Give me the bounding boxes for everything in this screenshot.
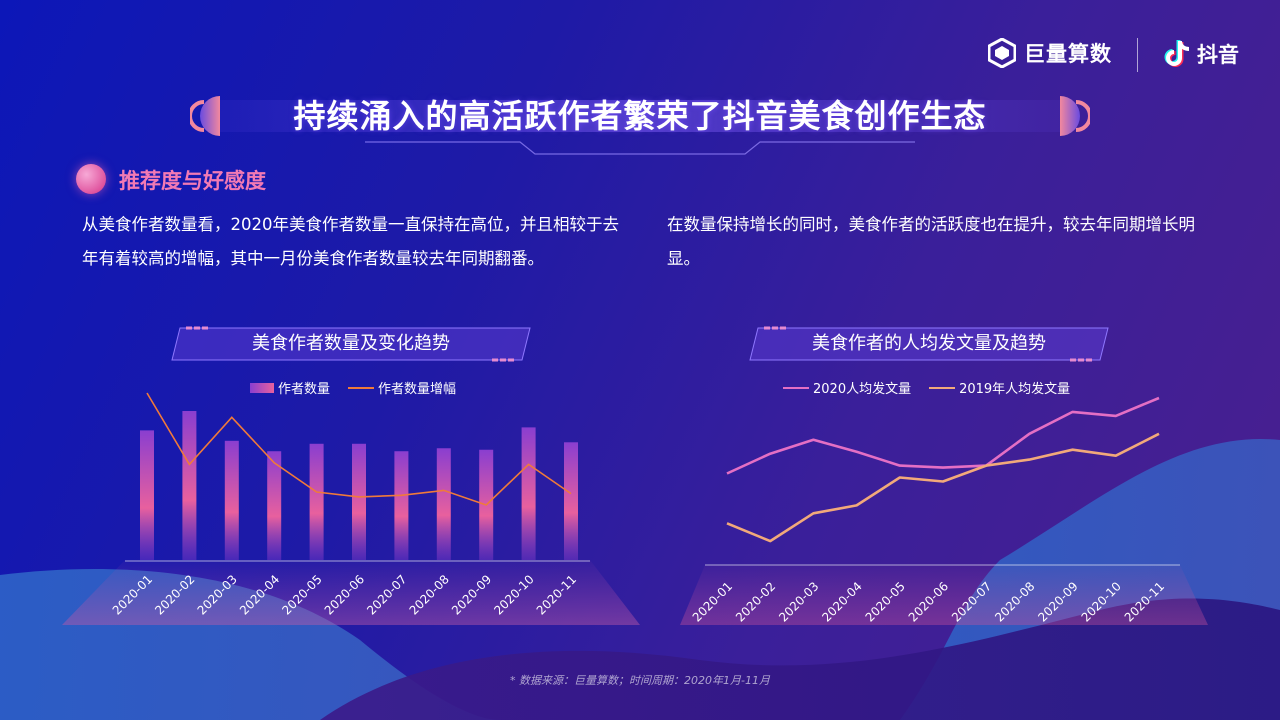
chart-title-banner-right: 美食作者的人均发文量及趋势 <box>748 326 1110 362</box>
wave-bottom-purple <box>320 598 1280 720</box>
x-tick-right-2020-10: 2020-10 <box>1079 579 1124 624</box>
x-tick-left-2020-11: 2020-11 <box>534 572 579 617</box>
banner-frame-right <box>749 326 1109 362</box>
legend-label-2020: 2020人均发文量 <box>813 382 912 397</box>
legend-item-growth: 作者数量增幅 <box>348 378 456 397</box>
x-tick-left-2020-09: 2020-09 <box>449 572 494 617</box>
x-tick-right-2020-09: 2020-09 <box>1035 579 1080 624</box>
page-title: 持续涌入的高活跃作者繁荣了抖音美食创作生态 <box>293 97 987 135</box>
douyin-note-icon <box>1164 40 1190 67</box>
legend-right: 2020人均发文量 2019年人均发文量 <box>783 378 1088 397</box>
x-tick-left-2020-04: 2020-04 <box>237 572 282 617</box>
x-tick-left-2020-05: 2020-05 <box>279 572 324 617</box>
footnote-source: * 数据来源：巨量算数；时间周期：2020年1月-11月 <box>510 674 770 687</box>
title-banner: 持续涌入的高活跃作者繁荣了抖音美食创作生态 <box>190 92 1090 164</box>
bar-2020-03 <box>224 440 239 560</box>
legend-item-2019: 2019年人均发文量 <box>929 378 1070 397</box>
bar-2020-06 <box>352 443 366 560</box>
paragraph-left: 从美食作者数量看，2020年美食作者数量一直保持在高位，并且相较于去年有着较高的… <box>82 215 619 268</box>
banner-frame-left <box>171 326 531 362</box>
section-heading: 推荐度与好感度 <box>119 169 266 193</box>
brand-logo-juliang: 巨量算数 <box>988 38 1112 68</box>
x-tick-right-2020-07: 2020-07 <box>949 579 994 624</box>
x-tick-right-2020-02: 2020-02 <box>733 579 778 624</box>
paragraph-right: 在数量保持增长的同时，美食作者的活跃度也在提升，较去年同期增长明显。 <box>667 215 1195 268</box>
legend-label-growth: 作者数量增幅 <box>378 382 457 397</box>
bar-2020-08 <box>436 448 451 560</box>
legend-label-bar: 作者数量 <box>278 382 331 397</box>
x-tick-left-2020-08: 2020-08 <box>407 572 452 617</box>
chart-title-right: 美食作者的人均发文量及趋势 <box>812 333 1046 354</box>
title-decoration <box>190 96 1090 155</box>
x-tick-right-2020-05: 2020-05 <box>863 579 908 624</box>
growth-line <box>146 392 572 506</box>
x-tick-left-2020-10: 2020-10 <box>491 572 536 617</box>
brand-logo-douyin: 抖音 <box>1163 38 1239 70</box>
brand-divider <box>1137 38 1138 72</box>
x-tick-right-2020-08: 2020-08 <box>992 579 1037 624</box>
bar-2020-01 <box>140 430 154 560</box>
x-tick-right-2020-04: 2020-04 <box>819 579 864 624</box>
legend-item-2020: 2020人均发文量 <box>783 378 911 397</box>
chart-title-left: 美食作者数量及变化趋势 <box>252 333 450 354</box>
x-tick-left-2020-07: 2020-07 <box>364 572 409 617</box>
x-tick-right-2020-06: 2020-06 <box>906 579 951 624</box>
legend-label-2019: 2019年人均发文量 <box>959 382 1071 397</box>
x-tick-left-2020-03: 2020-03 <box>195 572 240 617</box>
legend-swatch-bar <box>250 382 274 393</box>
legend-swatch-2019 <box>929 386 956 389</box>
legend-left: 作者数量 作者数量增幅 <box>250 378 474 397</box>
x-tick-left-2020-01: 2020-01 <box>110 572 155 617</box>
legend-swatch-growth <box>348 386 375 389</box>
x-tick-right-2020-01: 2020-01 <box>690 579 735 624</box>
bar-2020-07 <box>394 451 409 560</box>
legend-swatch-2020 <box>783 386 809 389</box>
x-tick-left-2020-02: 2020-02 <box>152 572 197 617</box>
bar-2020-05 <box>309 443 324 560</box>
x-tick-right-2020-03: 2020-03 <box>776 579 821 624</box>
brand-name-douyin: 抖音 <box>1197 43 1239 67</box>
bar-chart-authors: 2020-012020-022020-032020-042020-052020-… <box>110 392 590 618</box>
bar-2020-02 <box>182 411 197 560</box>
bar-2020-04 <box>267 451 282 560</box>
bar-2020-11 <box>564 442 578 560</box>
section-bullet-icon <box>76 164 106 194</box>
bar-2020-10 <box>521 427 536 560</box>
series-line-0 <box>726 396 1160 475</box>
x-tick-left-2020-06: 2020-06 <box>322 572 367 617</box>
series-line-1 <box>726 432 1160 543</box>
x-tick-right-2020-11: 2020-11 <box>1122 579 1167 624</box>
chart-floor-right <box>680 565 1208 625</box>
brand-name-juliang: 巨量算数 <box>1024 42 1112 66</box>
chart-floor-left <box>62 560 640 625</box>
legend-item-bar: 作者数量 <box>250 378 330 397</box>
line-chart-posts: 2020-012020-022020-032020-042020-052020-… <box>690 396 1180 625</box>
hexagon-logo-icon <box>988 38 1016 68</box>
chart-title-banner-left: 美食作者数量及变化趋势 <box>170 326 532 362</box>
